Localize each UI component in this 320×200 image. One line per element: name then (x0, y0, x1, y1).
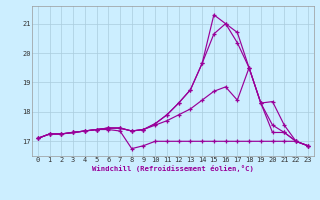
X-axis label: Windchill (Refroidissement éolien,°C): Windchill (Refroidissement éolien,°C) (92, 165, 254, 172)
